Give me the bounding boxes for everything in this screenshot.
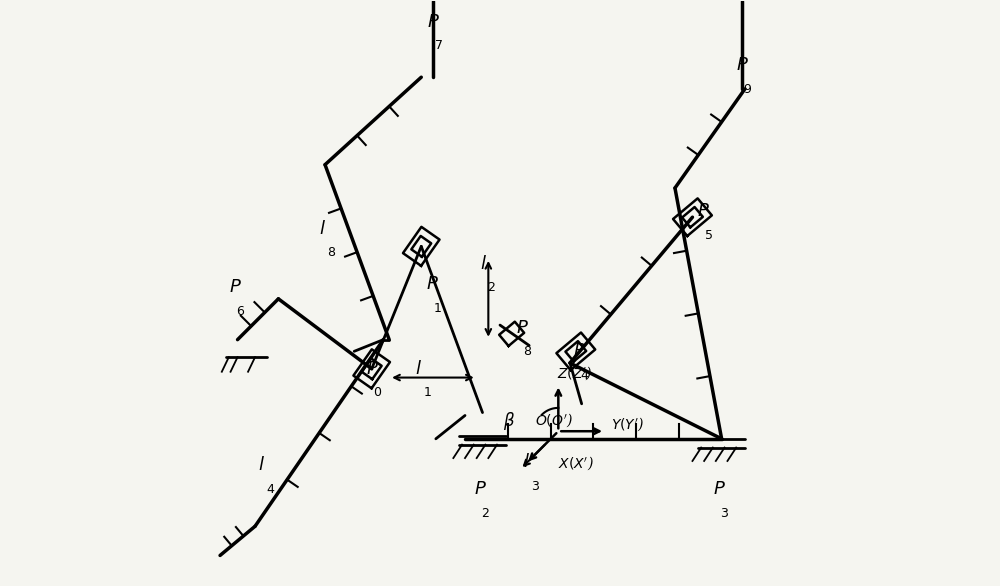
Text: $4$: $4$ [580,369,589,382]
Text: $l$: $l$ [480,254,487,272]
Text: $9$: $9$ [743,83,752,96]
Text: $1$: $1$ [423,386,432,399]
Text: $O(O'$): $O(O'$) [535,411,573,428]
Text: $5$: $5$ [704,229,713,242]
Text: $P$: $P$ [516,319,529,337]
Text: $P$: $P$ [697,202,710,220]
Text: $2$: $2$ [487,281,496,294]
Text: $P$: $P$ [426,275,439,293]
Text: $X(X'$): $X(X'$) [558,455,594,472]
Text: $Z(Z'$): $Z(Z'$) [557,364,593,382]
Text: $P$: $P$ [427,12,440,30]
Text: $1$: $1$ [433,302,442,315]
Text: $P$: $P$ [474,481,487,498]
Text: $3$: $3$ [531,479,540,493]
Text: $3$: $3$ [720,507,729,520]
Text: $P$: $P$ [573,342,586,360]
Text: $l$: $l$ [523,453,530,471]
Text: $P$: $P$ [736,56,749,74]
Text: $P$: $P$ [713,481,726,498]
Text: $7$: $7$ [434,39,443,52]
Text: $8$: $8$ [327,246,336,260]
Text: $0$: $0$ [373,386,382,399]
Text: $Y(Y'$): $Y(Y'$) [611,415,644,432]
Text: $4$: $4$ [266,482,275,496]
Text: $P$: $P$ [229,278,242,296]
Text: $\beta$: $\beta$ [503,410,515,432]
Text: $6$: $6$ [236,305,245,318]
Text: $l$: $l$ [319,220,326,237]
Text: $8$: $8$ [523,346,532,359]
Text: $P$: $P$ [366,360,379,377]
Text: $l$: $l$ [258,456,265,474]
Text: $l$: $l$ [415,360,422,377]
Text: $2$: $2$ [481,507,489,520]
